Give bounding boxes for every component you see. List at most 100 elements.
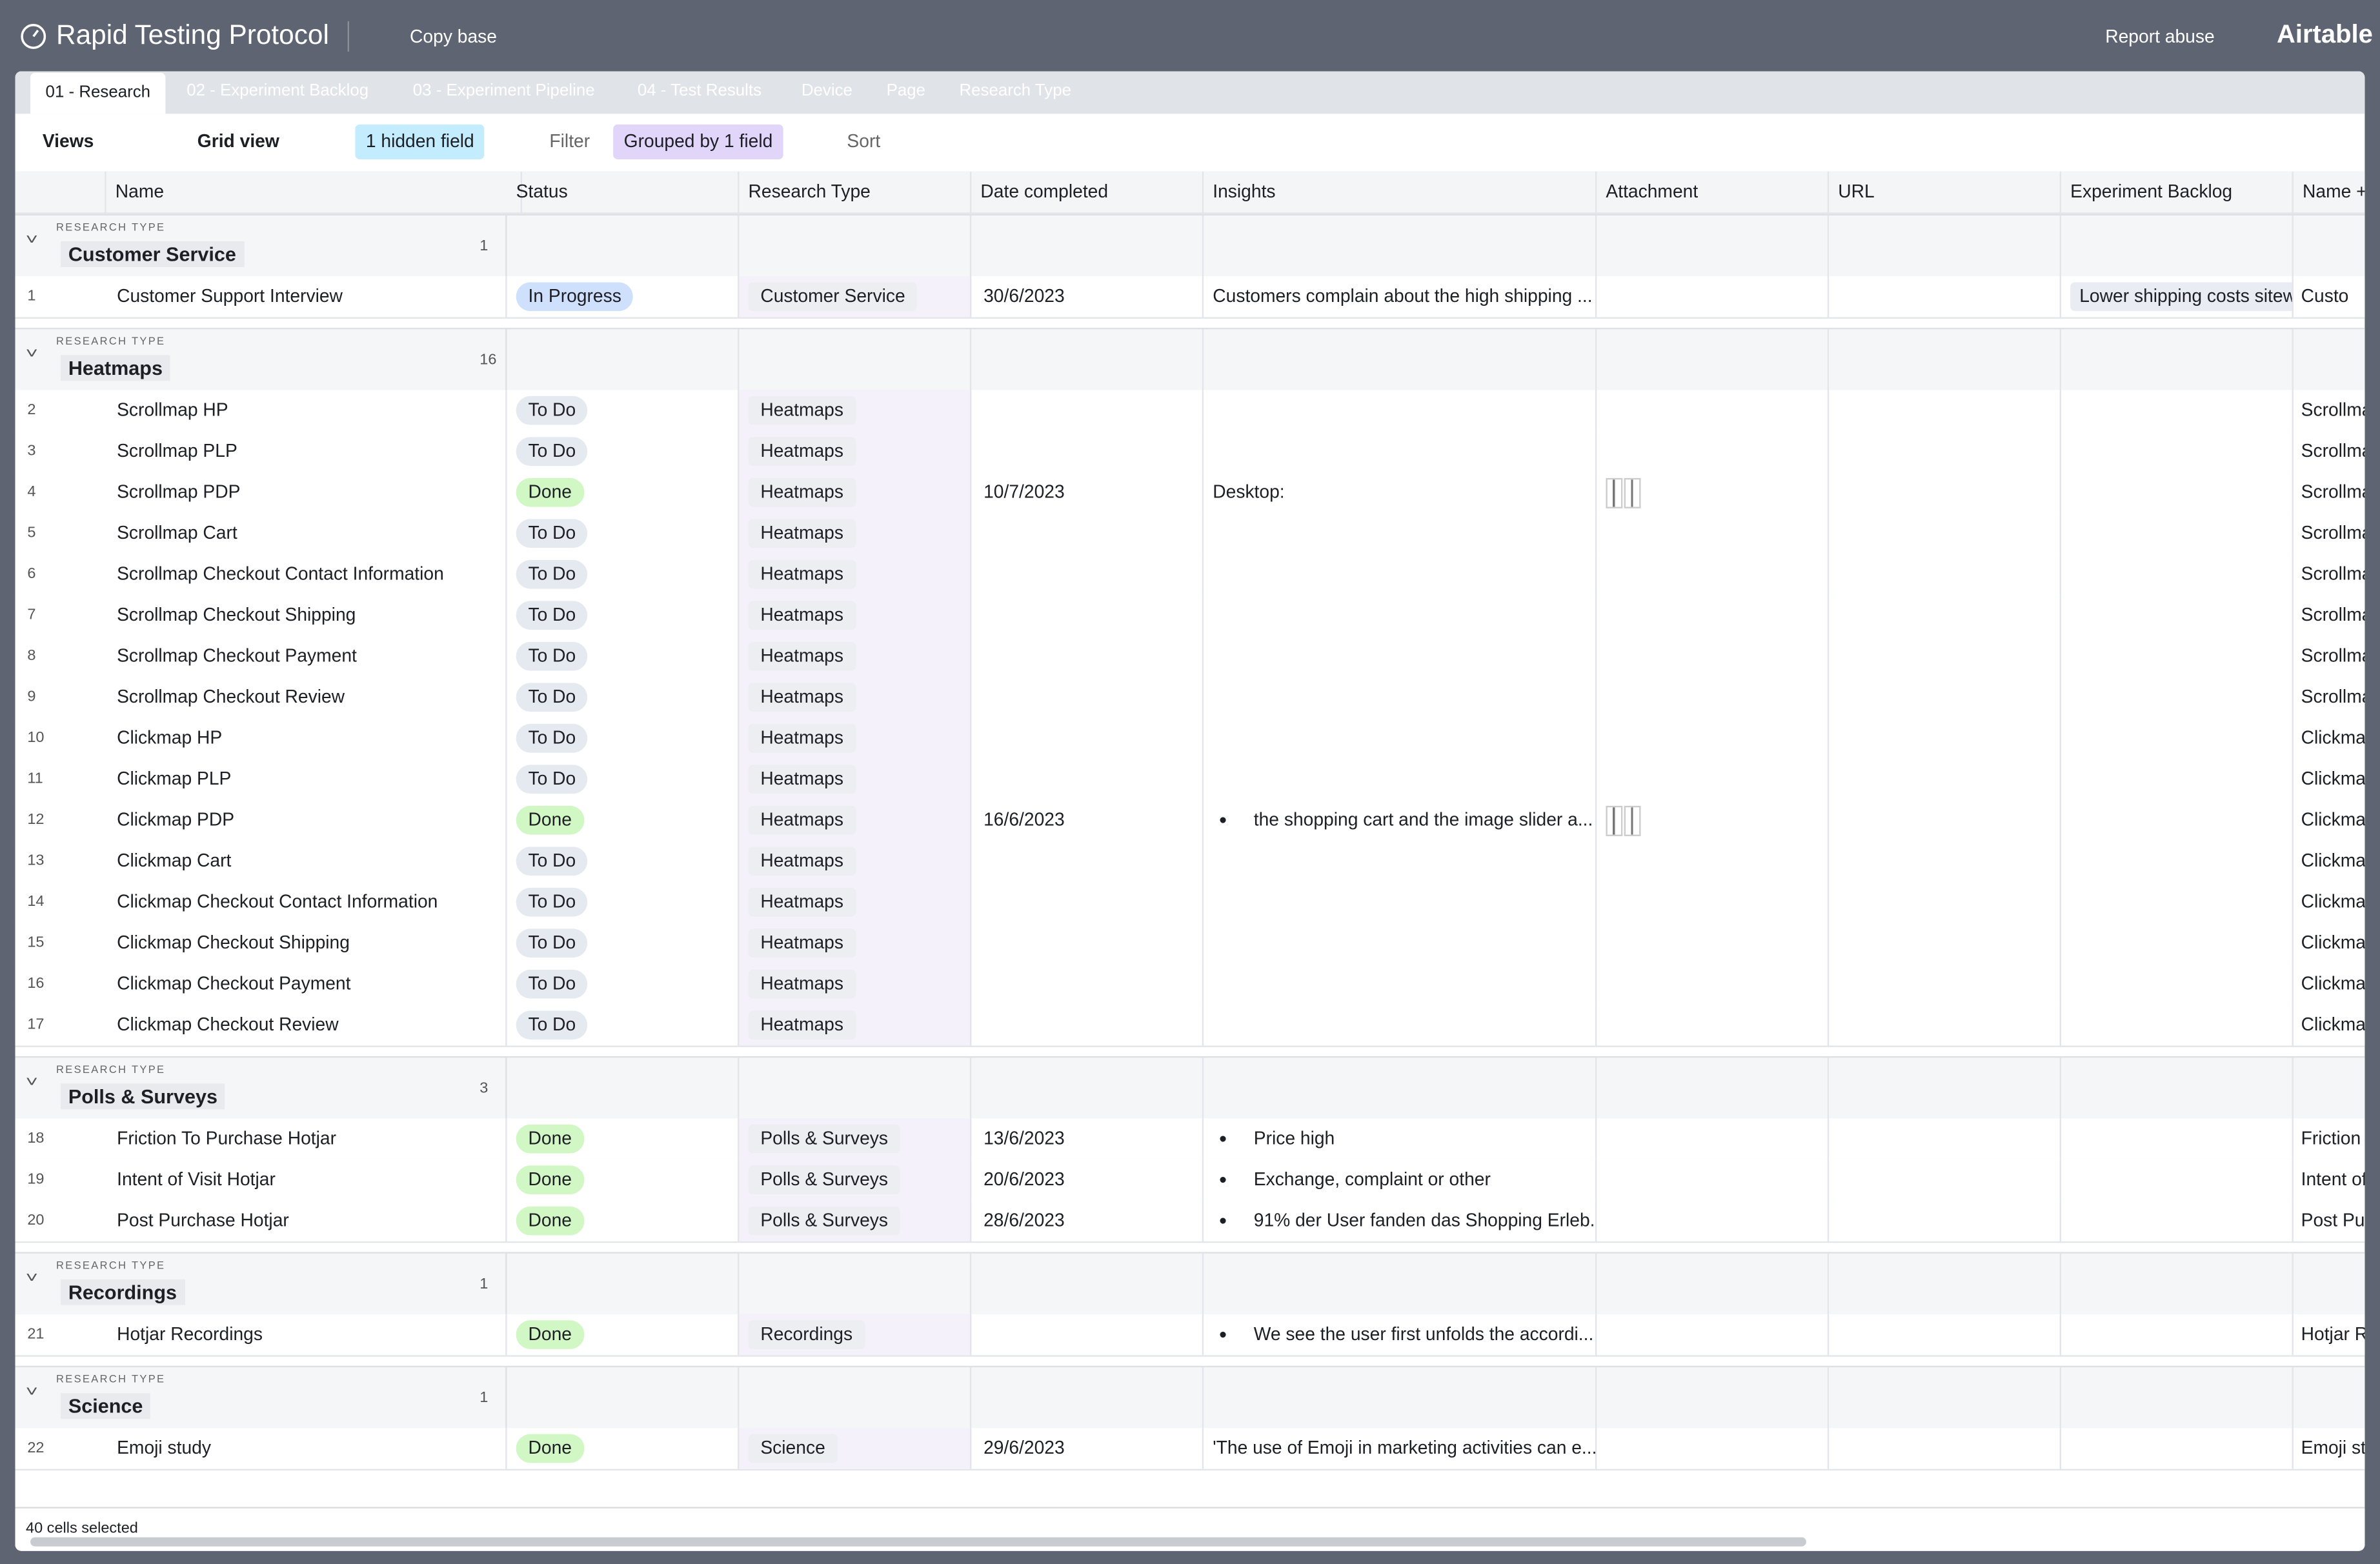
collapse[interactable]: ˅ bbox=[25, 1074, 38, 1092]
type-tag: Customer Service bbox=[748, 282, 918, 312]
scrollbar[interactable] bbox=[30, 1537, 1806, 1547]
row-number: 9 bbox=[27, 688, 36, 706]
name-lookup: Clickma bbox=[2294, 759, 2365, 800]
row-number: 4 bbox=[27, 484, 36, 501]
group-name: Heatmaps bbox=[61, 355, 170, 381]
record-row[interactable]: 22 Emoji study Done Science 29/6/2023 'The us… bbox=[15, 1428, 2365, 1471]
status-tag: To Do bbox=[516, 601, 589, 630]
type-cell: Heatmaps bbox=[739, 799, 972, 841]
cell bbox=[507, 329, 740, 390]
cell bbox=[1829, 1253, 2062, 1314]
filter[interactable]: Filter bbox=[549, 130, 590, 152]
cell bbox=[1829, 329, 2062, 390]
copy-base[interactable]: Copy base bbox=[410, 25, 497, 47]
backlog-cell bbox=[2061, 676, 2294, 718]
cell bbox=[1597, 1367, 1830, 1429]
views[interactable]: Views bbox=[42, 130, 94, 152]
record-row[interactable]: 18 Friction To Purchase Hotjar Done Polls &… bbox=[15, 1118, 2365, 1161]
cell bbox=[739, 1367, 972, 1429]
record-row[interactable]: 15 Clickmap Checkout Shipping To Do Heatmap… bbox=[15, 923, 2365, 965]
cell bbox=[2061, 329, 2294, 390]
column-header[interactable]: URL bbox=[1829, 171, 2062, 213]
grouped[interactable]: Grouped by 1 field bbox=[613, 124, 783, 159]
sort[interactable]: Sort bbox=[847, 130, 881, 152]
record-row[interactable]: 2 Scrollmap HP To Do Heatmaps Scrollma bbox=[15, 390, 2365, 433]
column-header[interactable]: Name bbox=[106, 171, 523, 213]
type-tag: Heatmaps bbox=[748, 969, 856, 999]
thumbnail bbox=[1624, 805, 1641, 836]
name-lookup: Clickma bbox=[2294, 964, 2365, 1005]
collapse[interactable]: ˅ bbox=[25, 346, 38, 363]
name-lookup: Scrollma bbox=[2294, 636, 2365, 677]
record-row[interactable]: 6 Scrollmap Checkout Contact Information T… bbox=[15, 554, 2365, 597]
collapse[interactable]: ˅ bbox=[25, 232, 38, 249]
record-name: Scrollmap Checkout Contact Information bbox=[106, 554, 507, 595]
row-number: 14 bbox=[27, 894, 45, 911]
collapse[interactable]: ˅ bbox=[25, 1384, 38, 1401]
record-row[interactable]: 8 Scrollmap Checkout Payment To Do Heatmaps… bbox=[15, 636, 2365, 679]
insights-cell bbox=[1204, 430, 1597, 472]
backlog-cell bbox=[2061, 963, 2294, 1005]
group-header: RESEARCH TYPE Polls & Surveys 3 ˅ bbox=[15, 1056, 2365, 1120]
column-header[interactable]: Attachment bbox=[1597, 171, 1830, 213]
record-row[interactable]: 3 Scrollmap PLP To Do Heatmaps Scrollma bbox=[15, 430, 2365, 474]
tab[interactable]: 01 - Research bbox=[30, 72, 166, 114]
tab[interactable]: 04 - Test Results bbox=[637, 82, 762, 101]
tab[interactable]: Research Type bbox=[959, 82, 1072, 101]
record-row[interactable]: 9 Scrollmap Checkout Review To Do Heatmaps S… bbox=[15, 676, 2365, 719]
backlog-cell bbox=[2061, 1005, 2294, 1046]
group-header: RESEARCH TYPE Science 1 ˅ bbox=[15, 1365, 2365, 1430]
cell bbox=[2061, 1058, 2294, 1119]
header-row: Name Status Research Type Date completed Ins… bbox=[15, 171, 2365, 214]
status-tag: To Do bbox=[516, 928, 589, 958]
insights-cell bbox=[1204, 676, 1597, 718]
record-name: Customer Support Interview bbox=[106, 276, 507, 317]
column-header[interactable]: Insights bbox=[1204, 171, 1597, 213]
date: 20/6/2023 bbox=[971, 1159, 1204, 1201]
tab[interactable]: 02 - Experiment Backlog bbox=[187, 82, 369, 101]
record-row[interactable]: 7 Scrollmap Checkout Shipping To Do Heatmap… bbox=[15, 594, 2365, 637]
record-row[interactable]: 16 Clickmap Checkout Payment To Do Heatmaps… bbox=[15, 963, 2365, 1007]
status-cell: To Do bbox=[507, 636, 740, 677]
cell bbox=[739, 215, 972, 277]
tab[interactable]: 03 - Experiment Pipeline bbox=[412, 82, 595, 101]
url-cell bbox=[1829, 390, 2062, 431]
tab[interactable]: Page bbox=[886, 82, 926, 101]
brand[interactable]: Airtable bbox=[2277, 19, 2373, 49]
status-cell: In Progress bbox=[507, 276, 740, 317]
column-header[interactable]: Date completed bbox=[971, 171, 1204, 213]
hidden-fields[interactable]: 1 hidden field bbox=[355, 124, 485, 159]
record-name: Friction To Purchase Hotjar bbox=[106, 1118, 507, 1159]
column-header[interactable]: Experiment Backlog bbox=[2061, 171, 2294, 213]
record-row[interactable]: 5 Scrollmap Cart To Do Heatmaps Scrollma bbox=[15, 512, 2365, 556]
collapse[interactable]: ˅ bbox=[25, 1270, 38, 1287]
record-row[interactable]: 19 Intent of Visit Hotjar Done Polls & Surv… bbox=[15, 1159, 2365, 1202]
record-row[interactable]: 20 Post Purchase Hotjar Done Polls & Survey… bbox=[15, 1200, 2365, 1243]
record-row[interactable]: 11 Clickmap PLP To Do Heatmaps Clickma bbox=[15, 759, 2365, 801]
status-cell: To Do bbox=[507, 1005, 740, 1046]
grid-view[interactable]: Grid view bbox=[197, 130, 279, 152]
cell bbox=[15, 171, 106, 213]
url-cell bbox=[1829, 717, 2062, 759]
column-header[interactable]: Research Type bbox=[739, 171, 972, 213]
record-row[interactable]: 13 Clickmap Cart To Do Heatmaps Clickma bbox=[15, 841, 2365, 883]
record-row[interactable]: 14 Clickmap Checkout Contact Information T… bbox=[15, 881, 2365, 925]
record-row[interactable]: 4 Scrollmap PDP Done Heatmaps 10/7/2023 Deskt… bbox=[15, 472, 2365, 515]
record-row[interactable]: 21 Hotjar Recordings Done Recordings ● We see… bbox=[15, 1314, 2365, 1357]
report-abuse[interactable]: Report abuse bbox=[2105, 25, 2215, 47]
type-cell: Heatmaps bbox=[739, 554, 972, 595]
group-count: 1 bbox=[479, 238, 489, 256]
record-row[interactable]: 17 Clickmap Checkout Review To Do Heatmaps C… bbox=[15, 1005, 2365, 1047]
cell bbox=[739, 1058, 972, 1119]
record-row[interactable]: 12 Clickmap PDP Done Heatmaps 16/6/2023 ● the … bbox=[15, 799, 2365, 843]
tab[interactable]: Device bbox=[801, 82, 852, 101]
cell bbox=[1204, 1253, 1597, 1314]
record-name: Scrollmap Cart bbox=[106, 512, 507, 554]
group-header: RESEARCH TYPE Customer Service 1 ˅ bbox=[15, 214, 2365, 278]
column-header[interactable]: Status bbox=[507, 171, 740, 213]
record-row[interactable]: 10 Clickmap HP To Do Heatmaps Clickma bbox=[15, 717, 2365, 761]
column-header[interactable]: Name + bbox=[2294, 172, 2365, 213]
insights: Price high bbox=[1253, 1127, 1335, 1149]
record-row[interactable]: 1 Customer Support Interview In Progress Cu… bbox=[15, 276, 2365, 319]
type-cell: Polls & Surveys bbox=[739, 1200, 972, 1241]
